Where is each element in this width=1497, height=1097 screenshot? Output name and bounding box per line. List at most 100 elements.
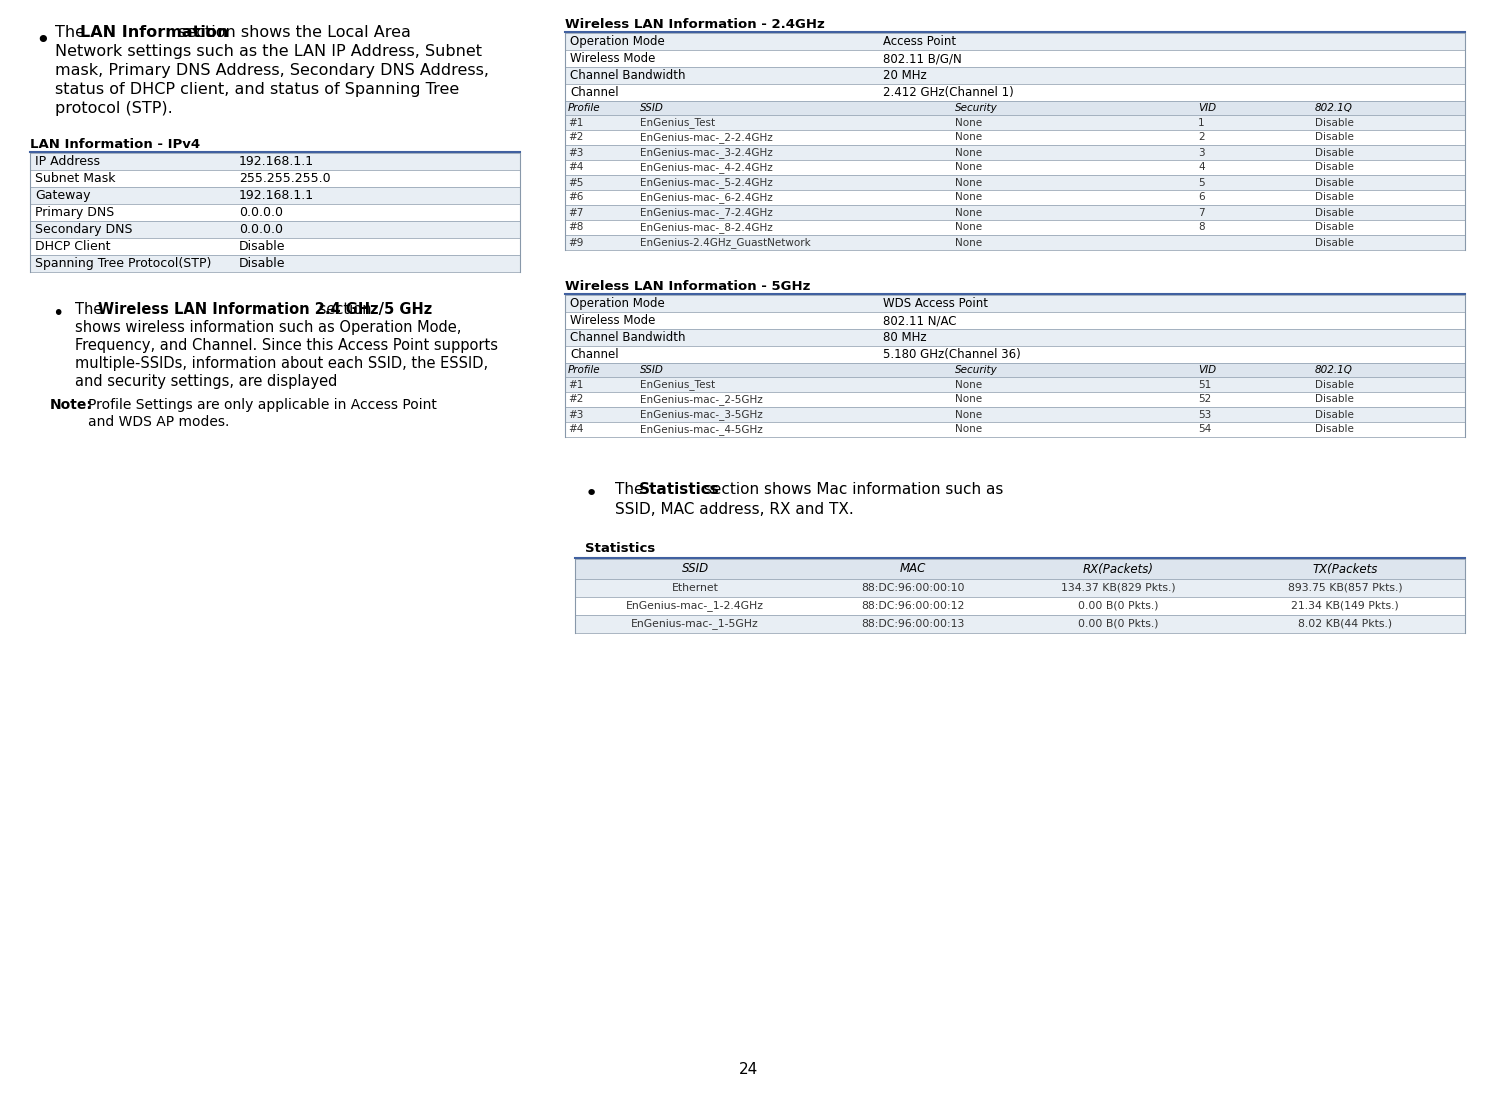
- Text: VID: VID: [1198, 103, 1216, 113]
- Text: EnGenius-mac-_1-2.4GHz: EnGenius-mac-_1-2.4GHz: [626, 600, 763, 611]
- Bar: [564, 84, 1466, 101]
- Text: 802.1Q: 802.1Q: [1314, 365, 1353, 375]
- Text: SSID: SSID: [641, 103, 663, 113]
- Text: Operation Mode: Operation Mode: [570, 35, 665, 48]
- Text: Disable: Disable: [1314, 133, 1353, 143]
- Text: Disable: Disable: [1314, 425, 1353, 434]
- Bar: [564, 101, 1466, 115]
- Bar: [575, 615, 1466, 633]
- Text: 52: 52: [1198, 395, 1211, 405]
- Text: 0.0.0.0: 0.0.0.0: [240, 223, 283, 236]
- Text: Security: Security: [955, 103, 997, 113]
- Text: Secondary DNS: Secondary DNS: [34, 223, 133, 236]
- Text: #6: #6: [567, 192, 584, 203]
- Bar: [564, 160, 1466, 176]
- Text: 802.11 N/AC: 802.11 N/AC: [883, 314, 957, 327]
- Bar: [564, 312, 1466, 329]
- Bar: [30, 255, 519, 272]
- Text: 80 MHz: 80 MHz: [883, 331, 927, 344]
- Text: None: None: [955, 133, 982, 143]
- Text: Spanning Tree Protocol(STP): Spanning Tree Protocol(STP): [34, 257, 211, 270]
- Text: 192.168.1.1: 192.168.1.1: [240, 155, 314, 168]
- Bar: [564, 346, 1466, 363]
- Text: Network settings such as the LAN IP Address, Subnet: Network settings such as the LAN IP Addr…: [55, 44, 482, 59]
- Bar: [564, 377, 1466, 392]
- Text: Gateway: Gateway: [34, 189, 90, 202]
- Text: EnGenius-mac-_2-2.4GHz: EnGenius-mac-_2-2.4GHz: [641, 132, 772, 143]
- Text: section shows the Local Area: section shows the Local Area: [172, 25, 410, 39]
- Text: #4: #4: [567, 425, 584, 434]
- Text: MAC: MAC: [900, 563, 927, 576]
- Text: SSID: SSID: [641, 365, 663, 375]
- Bar: [564, 295, 1466, 312]
- Bar: [575, 579, 1466, 597]
- Bar: [564, 205, 1466, 220]
- Text: 88:DC:96:00:00:13: 88:DC:96:00:00:13: [861, 619, 966, 629]
- Bar: [564, 131, 1466, 145]
- Bar: [30, 238, 519, 255]
- Text: 20 MHz: 20 MHz: [883, 69, 927, 82]
- Text: Disable: Disable: [1314, 409, 1353, 419]
- Text: shows wireless information such as Operation Mode,: shows wireless information such as Opera…: [75, 320, 461, 335]
- Text: VID: VID: [1198, 365, 1216, 375]
- Bar: [564, 190, 1466, 205]
- Text: Access Point: Access Point: [883, 35, 957, 48]
- Text: The: The: [75, 302, 106, 317]
- Text: 134.37 KB(829 Pkts.): 134.37 KB(829 Pkts.): [1060, 583, 1175, 593]
- Text: EnGenius-mac-_2-5GHz: EnGenius-mac-_2-5GHz: [641, 394, 763, 405]
- Bar: [564, 392, 1466, 407]
- Text: #7: #7: [567, 207, 584, 217]
- Text: multiple-SSIDs, information about each SSID, the ESSID,: multiple-SSIDs, information about each S…: [75, 357, 488, 371]
- Bar: [564, 220, 1466, 235]
- Bar: [575, 559, 1466, 579]
- Text: Ethernet: Ethernet: [672, 583, 719, 593]
- Text: Note:: Note:: [49, 398, 93, 412]
- Text: #2: #2: [567, 133, 584, 143]
- Text: EnGenius-mac-_7-2.4GHz: EnGenius-mac-_7-2.4GHz: [641, 207, 772, 218]
- Text: Disable: Disable: [1314, 147, 1353, 158]
- Bar: [564, 50, 1466, 67]
- Text: LAN Information - IPv4: LAN Information - IPv4: [30, 138, 201, 151]
- Text: #9: #9: [567, 237, 584, 248]
- Text: Operation Mode: Operation Mode: [570, 297, 665, 310]
- Text: 6: 6: [1198, 192, 1205, 203]
- Text: LAN Information: LAN Information: [79, 25, 228, 39]
- Bar: [564, 67, 1466, 84]
- Text: #5: #5: [567, 178, 584, 188]
- Text: 2: 2: [1198, 133, 1205, 143]
- Text: Profile Settings are only applicable in Access Point: Profile Settings are only applicable in …: [88, 398, 437, 412]
- Bar: [564, 145, 1466, 160]
- Text: 5.180 GHz(Channel 36): 5.180 GHz(Channel 36): [883, 348, 1021, 361]
- Text: EnGenius-2.4GHz_GuastNetwork: EnGenius-2.4GHz_GuastNetwork: [641, 237, 811, 248]
- Text: TX(Packets: TX(Packets: [1313, 563, 1377, 576]
- Text: section: section: [314, 302, 371, 317]
- Text: #3: #3: [567, 147, 584, 158]
- Text: EnGenius-mac-_3-5GHz: EnGenius-mac-_3-5GHz: [641, 409, 763, 420]
- Bar: [564, 176, 1466, 190]
- Text: EnGenius-mac-_1-5GHz: EnGenius-mac-_1-5GHz: [632, 619, 759, 630]
- Text: EnGenius-mac-_5-2.4GHz: EnGenius-mac-_5-2.4GHz: [641, 177, 772, 188]
- Text: #1: #1: [567, 117, 584, 127]
- Text: •: •: [34, 29, 49, 53]
- Text: Statistics: Statistics: [639, 482, 720, 497]
- Text: 802.11 B/G/N: 802.11 B/G/N: [883, 52, 961, 65]
- Text: Wireless Mode: Wireless Mode: [570, 52, 656, 65]
- Text: 21.34 KB(149 Pkts.): 21.34 KB(149 Pkts.): [1290, 601, 1398, 611]
- Text: Security: Security: [955, 365, 997, 375]
- Text: 7: 7: [1198, 207, 1205, 217]
- Text: None: None: [955, 425, 982, 434]
- Text: #2: #2: [567, 395, 584, 405]
- Text: Primary DNS: Primary DNS: [34, 206, 114, 219]
- Bar: [564, 115, 1466, 131]
- Bar: [575, 597, 1466, 615]
- Text: 0.00 B(0 Pkts.): 0.00 B(0 Pkts.): [1078, 619, 1159, 629]
- Text: status of DHCP client, and status of Spanning Tree: status of DHCP client, and status of Spa…: [55, 82, 460, 97]
- Text: Disable: Disable: [1314, 237, 1353, 248]
- Text: None: None: [955, 380, 982, 389]
- Text: 24: 24: [740, 1062, 757, 1076]
- Bar: [564, 329, 1466, 346]
- Text: Wireless Mode: Wireless Mode: [570, 314, 656, 327]
- Text: Disable: Disable: [1314, 117, 1353, 127]
- Bar: [30, 170, 519, 186]
- Text: 3: 3: [1198, 147, 1205, 158]
